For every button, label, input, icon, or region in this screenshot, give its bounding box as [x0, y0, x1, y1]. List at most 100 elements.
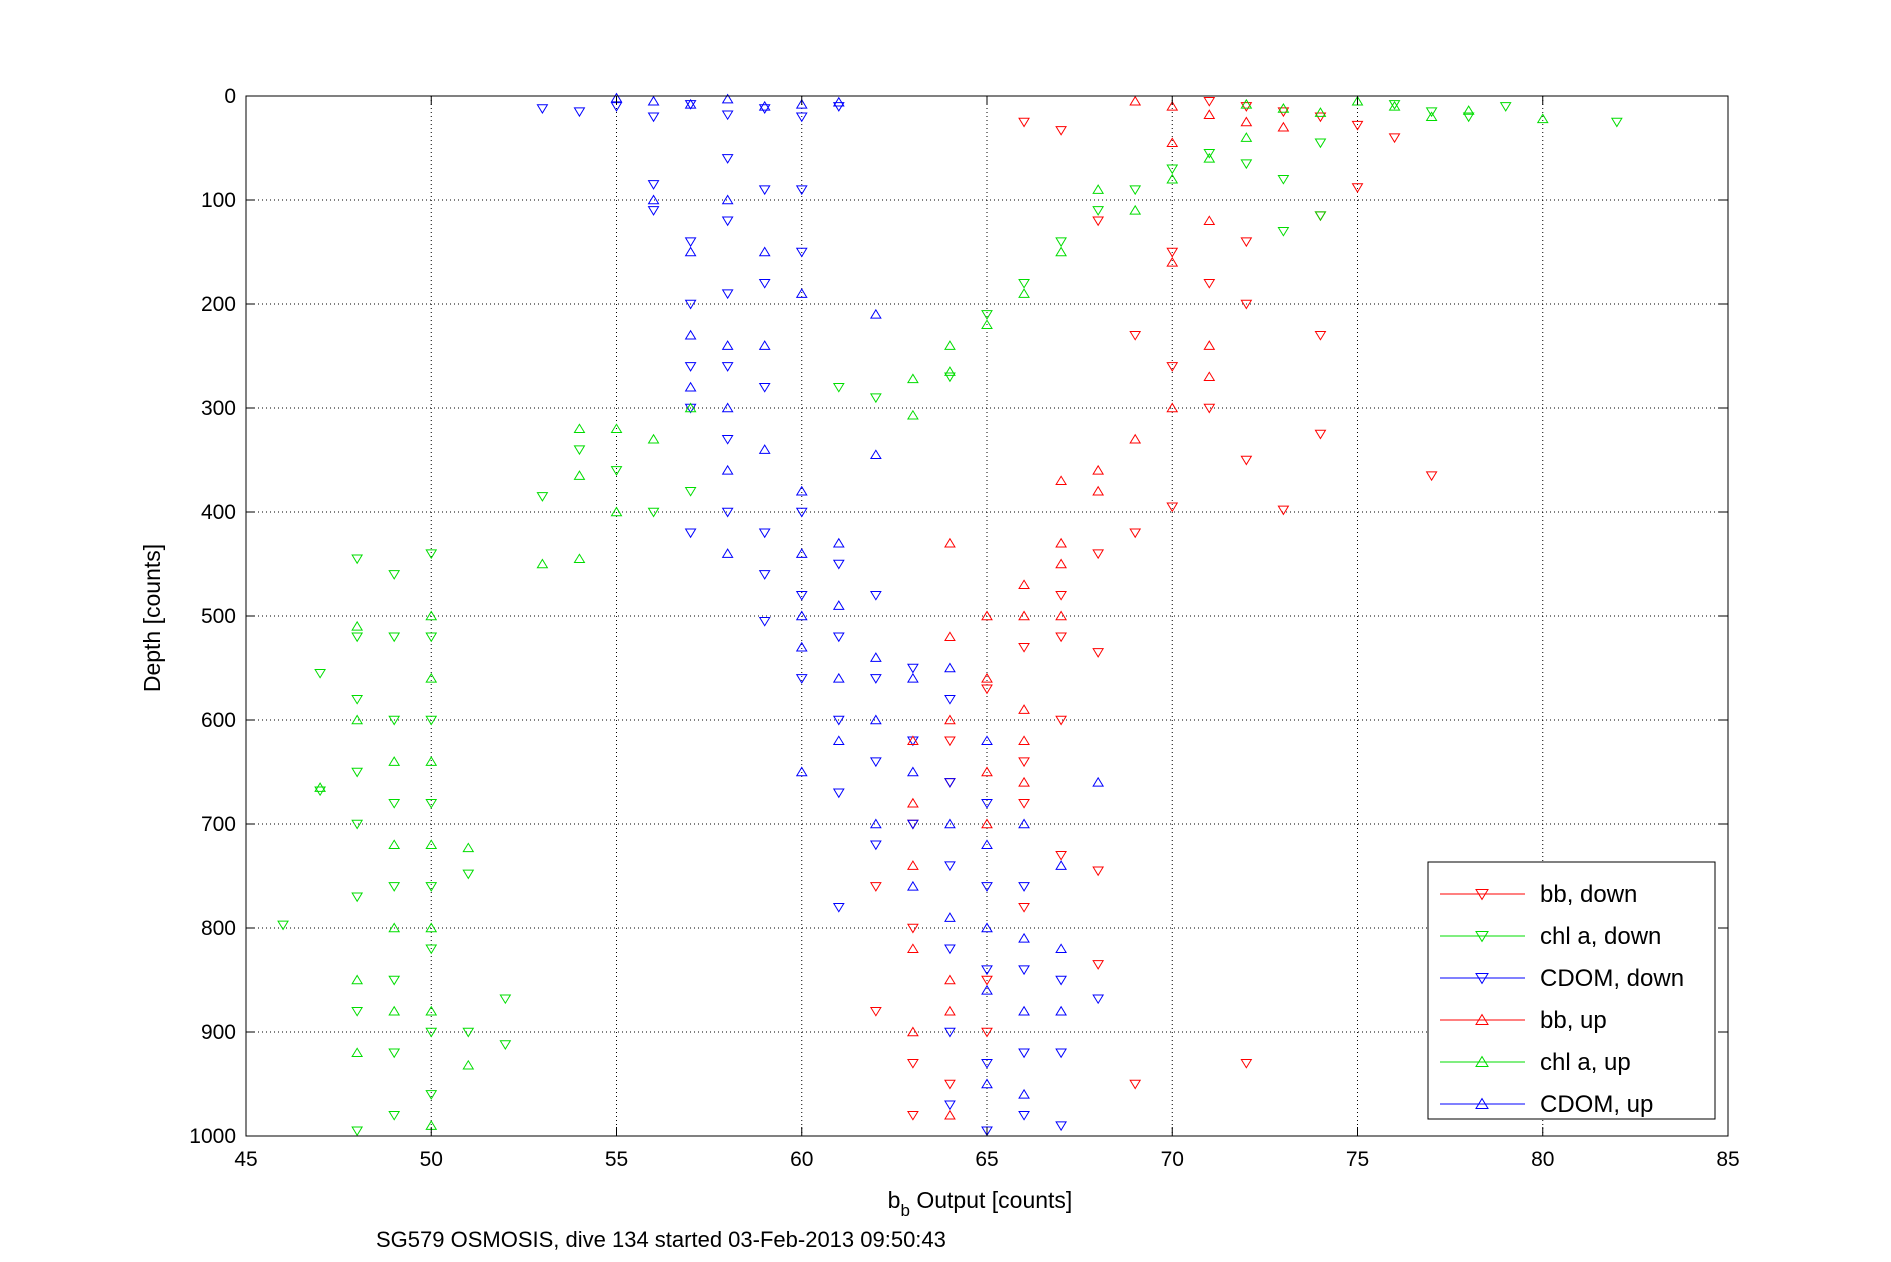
point-s0-13	[1203, 278, 1216, 289]
point-s3-15	[1055, 558, 1067, 569]
point-s4-0	[1240, 98, 1253, 109]
point-s4-27	[536, 558, 549, 569]
point-s1-47	[351, 694, 364, 705]
point-s0-50	[1018, 798, 1030, 809]
point-s4-29	[462, 1059, 475, 1070]
y-tick-labels: 0 100 200 300 400 500 600 700 800 900 1000	[189, 85, 236, 1148]
point-s2-33	[832, 559, 845, 570]
point-s5-26	[832, 600, 845, 610]
point-s1-0	[1610, 117, 1623, 128]
point-s3-31	[981, 766, 993, 777]
point-s0-1	[1055, 126, 1067, 136]
legend-label-1: chl a, down	[1540, 923, 1661, 950]
point-s1-31	[425, 715, 438, 726]
point-s4-9	[1203, 152, 1216, 163]
point-s3-35	[1018, 776, 1030, 787]
point-s3-13	[1092, 485, 1105, 496]
point-s3-23	[907, 735, 919, 746]
point-s4-41	[351, 620, 364, 631]
point-s2-41	[869, 840, 882, 851]
point-s2-56	[1018, 882, 1030, 892]
figure-caption: SG579 OSMOSIS, dive 134 started 03-Feb-2…	[376, 1227, 946, 1252]
y-tick-label-10: 1000	[189, 1125, 236, 1148]
point-s2-45	[944, 694, 956, 705]
point-s5-10	[684, 381, 697, 392]
point-s5-17	[758, 340, 771, 350]
series-2	[536, 100, 1105, 1137]
point-s2-50	[944, 1100, 956, 1111]
point-s4-19	[907, 409, 919, 420]
point-s1-43	[388, 1048, 401, 1059]
point-s2-47	[944, 861, 956, 872]
point-s5-49	[1055, 860, 1067, 870]
point-s0-20	[1314, 429, 1327, 440]
point-s5-50	[1055, 943, 1067, 954]
point-s4-2	[1314, 107, 1327, 117]
y-tick-label-9: 900	[201, 1021, 236, 1044]
point-s3-14	[1055, 475, 1067, 486]
point-s5-28	[832, 735, 845, 746]
point-s2-17	[721, 216, 734, 227]
point-s2-54	[981, 1058, 993, 1069]
point-s3-3	[1240, 116, 1253, 127]
point-s5-30	[869, 449, 882, 460]
x-tick-label-6: 75	[1346, 1148, 1369, 1171]
point-s5-34	[907, 672, 919, 683]
point-s5-51	[1055, 1005, 1067, 1016]
point-s1-24	[536, 492, 549, 502]
point-s4-35	[425, 1005, 438, 1016]
point-s3-17	[1018, 610, 1030, 621]
y-tick-label-0: 0	[224, 85, 236, 108]
point-s2-13	[684, 362, 697, 372]
point-s1-4	[1388, 100, 1401, 110]
legend-marker-3	[1475, 1013, 1489, 1025]
point-s5-31	[869, 652, 882, 662]
point-s5-13	[721, 402, 734, 413]
point-s3-30	[944, 1109, 956, 1120]
point-s2-31	[795, 590, 808, 601]
point-s0-48	[1055, 715, 1067, 726]
x-tick-label-4: 65	[975, 1148, 998, 1171]
point-s2-57	[1018, 965, 1030, 976]
point-s1-34	[425, 944, 438, 955]
point-s4-11	[1129, 204, 1142, 215]
point-s5-48	[1018, 1088, 1030, 1099]
point-s5-46	[1018, 932, 1030, 943]
point-s5-22	[795, 610, 808, 621]
point-s2-22	[758, 185, 771, 196]
point-s3-9	[1203, 371, 1216, 382]
point-s0-38	[981, 1027, 993, 1038]
point-s0-19	[1314, 330, 1327, 341]
point-s4-23	[610, 506, 623, 517]
point-s4-4	[1388, 100, 1401, 111]
point-s2-35	[832, 715, 845, 726]
data-markers	[277, 92, 1623, 1137]
point-s5-29	[869, 308, 882, 319]
point-s3-0	[1129, 95, 1142, 106]
series-5	[610, 92, 1105, 1099]
point-s3-20	[944, 537, 956, 548]
point-s0-22	[1277, 505, 1290, 516]
point-s2-6	[758, 104, 771, 114]
point-s3-25	[907, 860, 919, 870]
point-s2-58	[1018, 1048, 1030, 1059]
y-tick-label-5: 500	[201, 605, 236, 628]
point-s0-42	[1055, 632, 1067, 643]
point-s4-37	[388, 756, 401, 766]
point-s0-24	[1129, 528, 1142, 539]
point-s3-34	[1018, 735, 1030, 746]
point-s4-14	[1018, 288, 1030, 298]
y-axis-label: Depth [counts]	[139, 544, 165, 692]
point-s2-63	[1092, 994, 1105, 1005]
point-s1-38	[388, 632, 401, 643]
point-s2-11	[684, 237, 697, 248]
point-s3-28	[944, 974, 956, 985]
point-s5-2	[684, 98, 697, 109]
point-s2-15	[684, 528, 697, 539]
point-s2-52	[981, 882, 993, 892]
point-s4-33	[425, 839, 438, 850]
point-s0-5	[1314, 112, 1327, 123]
point-s1-39	[388, 715, 401, 726]
point-s5-7	[647, 194, 660, 205]
point-s5-21	[795, 548, 808, 558]
